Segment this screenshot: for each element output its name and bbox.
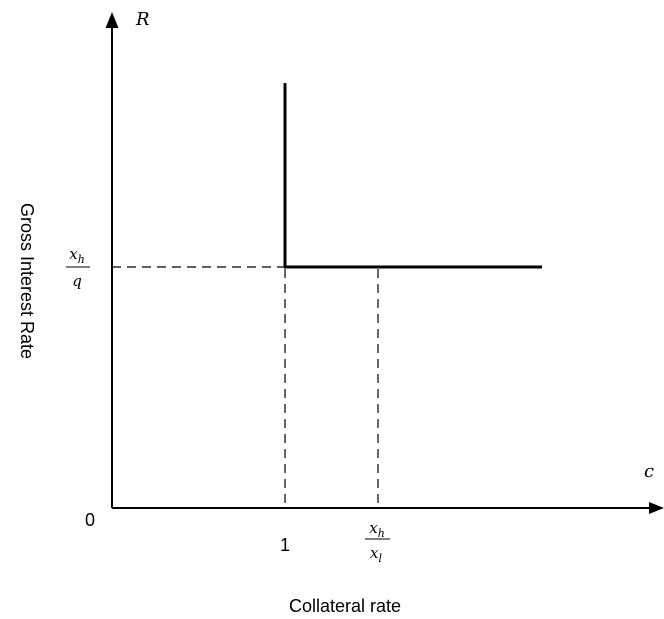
y-fraction-denominator: q (72, 272, 82, 290)
x-fraction-denominator-base: x (370, 544, 379, 562)
y-axis-title: Gross Interest Rate (17, 203, 37, 359)
x-tick-one-label: 1 (280, 535, 290, 555)
x-tick-fraction-label: xh xl (365, 519, 390, 565)
x-fraction-denominator: xl (370, 544, 382, 565)
y-fraction-numerator-sub: h (78, 253, 85, 266)
x-axis-symbol: c (644, 461, 654, 482)
y-axis-symbol: R (135, 9, 150, 30)
y-fraction-numerator-base: x (69, 245, 78, 263)
x-fraction-numerator-base: x (369, 519, 378, 537)
x-fraction-numerator-sub: h (378, 527, 385, 540)
origin-label: 0 (85, 510, 95, 530)
x-fraction-numerator: xh (369, 519, 385, 540)
x-axis-arrow-icon (649, 502, 664, 514)
x-axis-title: Collateral rate (289, 596, 401, 616)
y-tick-fraction-label: xh q (66, 245, 90, 290)
y-axis-arrow-icon (105, 12, 119, 28)
y-fraction-numerator: xh (69, 245, 85, 266)
x-fraction-denominator-sub: l (378, 552, 382, 565)
